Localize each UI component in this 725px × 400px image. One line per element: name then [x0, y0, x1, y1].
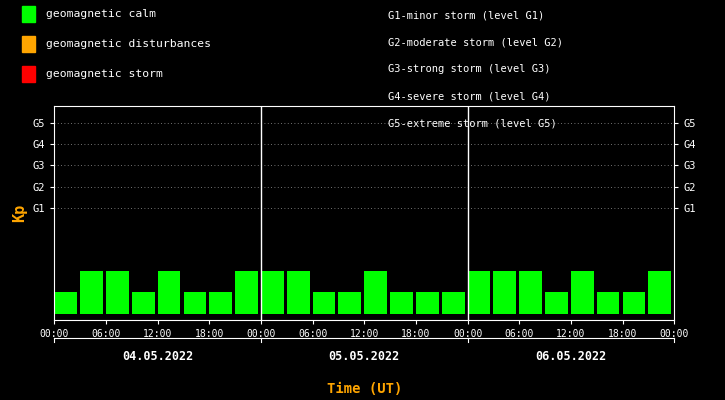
Bar [80, 271, 103, 314]
Bar [494, 271, 516, 314]
Bar [364, 271, 387, 314]
Text: 05.05.2022: 05.05.2022 [328, 350, 400, 363]
Bar [235, 271, 258, 314]
Bar [416, 292, 439, 314]
Bar [597, 292, 619, 314]
Y-axis label: Kp: Kp [12, 204, 28, 222]
Bar [648, 271, 671, 314]
Bar [261, 271, 283, 314]
Text: 06.05.2022: 06.05.2022 [535, 350, 607, 363]
Text: G2-moderate storm (level G2): G2-moderate storm (level G2) [388, 37, 563, 47]
Bar [339, 292, 361, 314]
Bar [210, 292, 232, 314]
Bar [468, 271, 490, 314]
Text: G3-strong storm (level G3): G3-strong storm (level G3) [388, 64, 550, 74]
Text: G4-severe storm (level G4): G4-severe storm (level G4) [388, 92, 550, 102]
Bar [157, 271, 181, 314]
Text: 04.05.2022: 04.05.2022 [122, 350, 194, 363]
Bar [623, 292, 645, 314]
Bar [132, 292, 154, 314]
Bar [106, 271, 129, 314]
Bar [519, 271, 542, 314]
Bar [571, 271, 594, 314]
Text: geomagnetic disturbances: geomagnetic disturbances [46, 39, 211, 49]
Bar [442, 292, 465, 314]
Bar [54, 292, 77, 314]
Bar [287, 271, 310, 314]
Bar [390, 292, 413, 314]
Text: Time (UT): Time (UT) [327, 382, 402, 396]
Bar [545, 292, 568, 314]
Bar [183, 292, 206, 314]
Text: geomagnetic calm: geomagnetic calm [46, 9, 156, 19]
Bar [312, 292, 336, 314]
Text: geomagnetic storm: geomagnetic storm [46, 69, 162, 79]
Text: G1-minor storm (level G1): G1-minor storm (level G1) [388, 10, 544, 20]
Text: G5-extreme storm (level G5): G5-extreme storm (level G5) [388, 119, 557, 129]
